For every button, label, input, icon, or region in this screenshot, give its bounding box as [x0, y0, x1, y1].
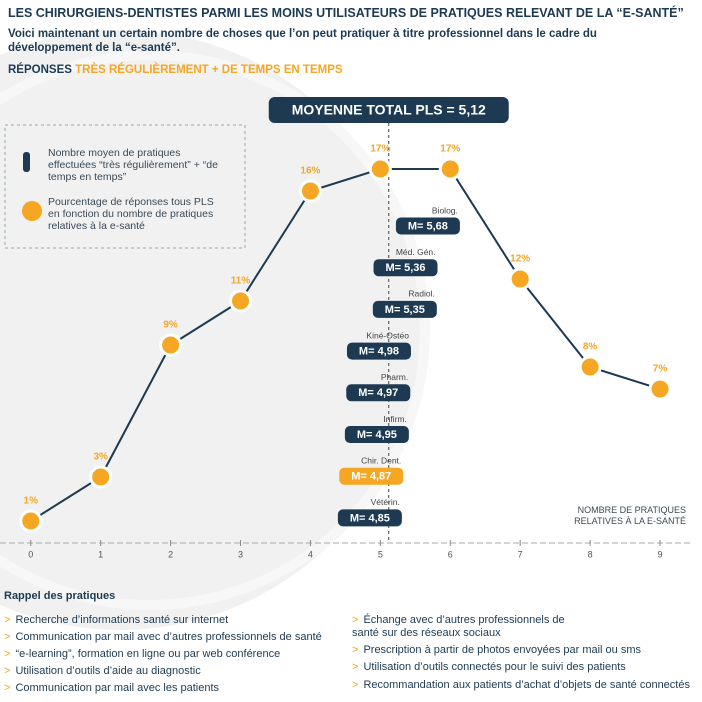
practice-item: Communication par mail avec d’autres pro… [4, 631, 344, 644]
group-pill [346, 384, 411, 402]
practice-item: Prescription à partir de photos envoyées… [352, 644, 697, 657]
data-point [368, 157, 392, 181]
legend-mean: Nombre moyen de pratiques effectuées “tr… [48, 147, 218, 183]
group-name: Biolog. [432, 205, 458, 215]
data-label: 12% [510, 254, 530, 265]
responses: RÉPONSES TRÈS RÉGULIÈREMENT + DE TEMPS E… [8, 64, 343, 76]
subtitle: Voici maintenant un certain nombre de ch… [8, 28, 597, 54]
group-value-label: M= 4,85 [350, 512, 390, 524]
group-name: Méd. Gén. [396, 247, 436, 257]
group-value-label: M= 4,97 [358, 387, 398, 399]
practice-item: Communication par mail avec les patients [4, 682, 344, 695]
practice-item: Recherche d’informations santé sur inter… [4, 614, 344, 627]
group-name: Vétérin. [371, 497, 400, 507]
x-tick-label: 3 [238, 549, 243, 559]
data-point [19, 509, 43, 533]
group-name: Kiné-Ostéo [366, 330, 409, 340]
group-pill [337, 509, 402, 527]
responses-value: TRÈS RÉGULIÈREMENT + DE TEMPS EN TEMPS [75, 64, 343, 76]
data-label: 8% [583, 342, 598, 353]
practices-title: Rappel des pratiques [4, 590, 116, 602]
practice-item: “e-learning”, formation en ligne ou par … [4, 648, 344, 661]
x-tick-label: 0 [28, 549, 33, 559]
group-value-label: M= 5,36 [385, 262, 425, 274]
background-ring [0, 50, 430, 610]
data-label: 11% [231, 276, 251, 287]
legend-percent: Pourcentage de réponses tous PLS en fonc… [48, 196, 214, 232]
group-name: Infirm. [383, 414, 407, 424]
group-value-label: M= 4,87 [351, 471, 391, 483]
legend-box [4, 124, 246, 249]
group-value-label: M= 5,35 [385, 304, 425, 316]
group-name: Chir. Dent. [361, 455, 401, 465]
group-pill [395, 217, 460, 235]
group-value-label: M= 5,68 [408, 220, 448, 232]
x-tick-label: 6 [448, 549, 453, 559]
title: LES CHIRURGIENS-DENTISTES PARMI LES MOIN… [8, 6, 684, 20]
data-point [298, 179, 322, 203]
data-label: 16% [300, 166, 320, 177]
data-label: 17% [370, 144, 390, 155]
x-axis-label-line: RELATIVES À LA E-SANTÉ [574, 516, 686, 526]
practice-item: Échange avec d’autres professionnels de … [352, 614, 587, 640]
practice-item: Recommandation aux patients d’achat d’ob… [352, 679, 697, 692]
data-point [229, 289, 253, 313]
legend-marker-percent [22, 201, 42, 221]
group-pill [373, 259, 438, 277]
group-pill [344, 426, 409, 443]
data-point [159, 333, 183, 357]
x-tick-label: 4 [308, 549, 313, 559]
data-point [648, 377, 672, 401]
x-tick-label: 2 [168, 549, 173, 559]
legend-marker-mean [23, 152, 30, 172]
series-line [30, 168, 661, 522]
group-pill [346, 342, 411, 360]
group-name: Radiol. [408, 289, 434, 299]
data-label: 1% [24, 496, 39, 507]
data-label: 9% [163, 320, 178, 331]
x-tick-label: 9 [658, 549, 663, 559]
x-tick-label: 5 [378, 549, 383, 559]
responses-label: RÉPONSES [8, 64, 72, 76]
data-point [578, 355, 602, 379]
x-tick-label: 8 [588, 549, 593, 559]
group-value-label: M= 4,95 [357, 429, 397, 441]
data-label: 3% [93, 452, 108, 463]
x-tick-label: 1 [98, 549, 103, 559]
x-axis-label-line: NOMBRE DE PRATIQUES [577, 505, 686, 515]
x-tick-label: 7 [518, 549, 523, 559]
data-label: 7% [653, 364, 668, 375]
practice-item: Utilisation d’outils connectés pour le s… [352, 661, 697, 674]
group-pill [372, 300, 437, 318]
data-point [508, 267, 532, 291]
practice-item: Utilisation d’outils d’aide au diagnosti… [4, 665, 344, 678]
x-axis-label: NOMBRE DE PRATIQUES RELATIVES À LA E-SANT… [574, 505, 686, 527]
group-name: Pharm. [381, 372, 408, 382]
data-point [89, 465, 113, 489]
group-value-label: M= 4,98 [359, 346, 399, 358]
data-label: 17% [440, 144, 460, 155]
mean-label: MOYENNE TOTAL PLS = 5,12 [292, 102, 486, 118]
group-pill [339, 467, 404, 485]
mean-box [268, 97, 509, 123]
data-point [438, 157, 462, 181]
